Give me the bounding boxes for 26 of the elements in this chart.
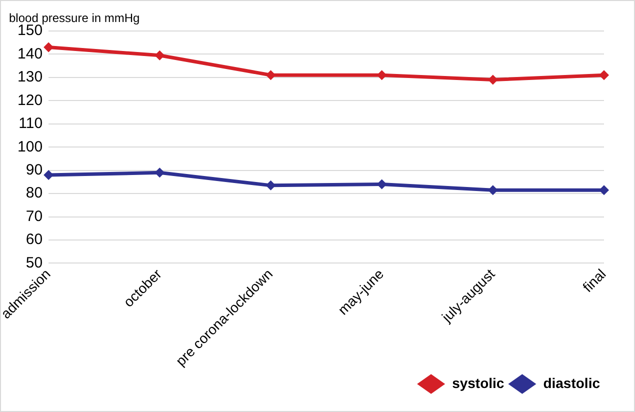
y-tick-label: 70 <box>26 208 43 225</box>
y-tick-label: 100 <box>18 138 43 156</box>
point <box>488 74 498 85</box>
legend-label: diastolic <box>543 374 600 391</box>
point <box>376 179 387 190</box>
point <box>154 168 165 178</box>
y-tick-label: 130 <box>18 68 43 86</box>
y-axis-title: blood pressure in mmHg <box>9 11 140 25</box>
x-tick-label: final <box>579 266 609 296</box>
legend-label: systolic <box>452 374 504 391</box>
point <box>266 180 276 190</box>
y-tick-label: 120 <box>18 92 43 109</box>
point <box>266 70 276 80</box>
y-tick-label: 110 <box>18 115 43 132</box>
point <box>154 50 165 60</box>
point <box>376 70 387 80</box>
point <box>599 185 609 196</box>
y-tick-label: 60 <box>26 231 43 248</box>
point <box>488 185 498 196</box>
y-tick-label: 50 <box>26 254 43 272</box>
point <box>599 70 609 80</box>
y-tick-label: 90 <box>26 161 43 178</box>
y-tick-label: 80 <box>26 184 43 202</box>
y-tick-label: 140 <box>18 45 43 62</box>
point <box>44 42 54 52</box>
y-tick-label: 150 <box>18 22 43 40</box>
